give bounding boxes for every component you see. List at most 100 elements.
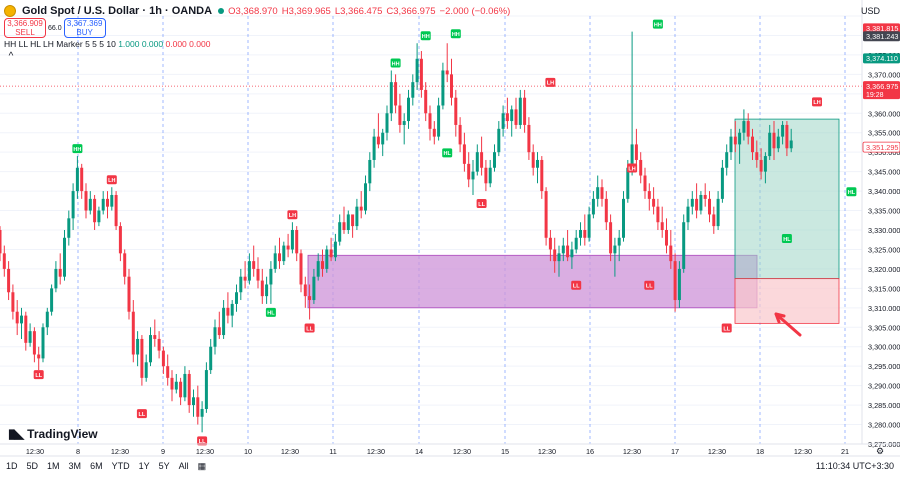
tf-all[interactable]: All bbox=[178, 461, 189, 471]
settings-gear-icon: ⚙ bbox=[876, 446, 884, 456]
currency-label[interactable]: USD bbox=[860, 6, 880, 16]
candle-body bbox=[647, 191, 651, 199]
candle-body bbox=[699, 194, 703, 211]
ohlc-high: H3,369.965 bbox=[281, 5, 331, 17]
y-tick-label: 3,305.000 bbox=[868, 323, 900, 332]
price-label-text: 3,374.110 bbox=[866, 54, 898, 63]
marker-ll bbox=[304, 323, 315, 333]
candle-body bbox=[93, 198, 97, 223]
candle-body bbox=[755, 152, 759, 160]
candle-body bbox=[204, 370, 208, 409]
y-tick-label: 3,280.000 bbox=[868, 421, 900, 430]
candle-body bbox=[703, 194, 707, 199]
marker-hh bbox=[72, 144, 83, 154]
candle-body bbox=[54, 268, 58, 289]
candle-body bbox=[639, 159, 643, 176]
candle-body bbox=[338, 222, 342, 242]
marker-label: HL bbox=[267, 311, 275, 317]
candle-body bbox=[63, 237, 66, 277]
candle-body bbox=[192, 397, 195, 406]
marker-label: HH bbox=[73, 147, 81, 153]
candle-body bbox=[179, 381, 183, 398]
candle-body bbox=[510, 109, 514, 122]
candle-body bbox=[7, 268, 11, 293]
marker-label: LH bbox=[628, 166, 635, 172]
candle-body bbox=[312, 276, 316, 301]
candle-body bbox=[587, 214, 591, 238]
x-tick-label: 18 bbox=[756, 447, 764, 456]
utc-clock[interactable]: 11:10:34 UTC+3:30 bbox=[815, 461, 894, 471]
candle-body bbox=[725, 152, 729, 168]
market-open-icon bbox=[218, 8, 225, 14]
marker-hl bbox=[442, 148, 453, 158]
marker-ll bbox=[571, 280, 582, 290]
candle-body bbox=[389, 82, 393, 114]
candle-body bbox=[686, 206, 690, 223]
marker-ll bbox=[476, 198, 487, 208]
tf-5d[interactable]: 5D bbox=[26, 461, 39, 471]
candle-body bbox=[385, 113, 389, 133]
candle-body bbox=[776, 136, 780, 149]
tf-6m[interactable]: 6M bbox=[90, 461, 103, 471]
candle-body bbox=[708, 198, 711, 215]
candle-body bbox=[428, 113, 432, 129]
candle-body bbox=[656, 206, 660, 223]
candle-body bbox=[660, 222, 664, 230]
x-tick-label: 10 bbox=[244, 447, 252, 456]
candle-body bbox=[144, 362, 148, 378]
y-tick-label: 3,325.000 bbox=[868, 245, 900, 254]
tf-1m[interactable]: 1M bbox=[47, 461, 60, 471]
sell-button[interactable]: 3,366.909 SELL bbox=[4, 18, 46, 38]
marker-label: LH bbox=[289, 213, 296, 219]
marker-label: LL bbox=[306, 326, 313, 332]
x-tick-label: 14 bbox=[415, 447, 423, 456]
tf-3m[interactable]: 3M bbox=[68, 461, 82, 471]
y-tick-label: 3,320.000 bbox=[868, 265, 900, 274]
y-tick-label: 3,315.000 bbox=[868, 284, 900, 293]
candle-body bbox=[574, 237, 578, 250]
candle-body bbox=[445, 70, 449, 75]
candle-body bbox=[720, 167, 724, 199]
candle-body bbox=[67, 218, 71, 238]
candle-body bbox=[346, 214, 350, 230]
candle-body bbox=[609, 222, 613, 254]
candle-body bbox=[394, 82, 398, 106]
tf-1d[interactable]: 1D bbox=[6, 461, 18, 471]
price-label-box bbox=[863, 31, 900, 42]
candle-body bbox=[15, 311, 19, 324]
marker-ll bbox=[197, 436, 208, 446]
marker-lh bbox=[812, 97, 822, 107]
candle-body bbox=[467, 163, 471, 180]
stop-zone bbox=[734, 278, 840, 324]
tf-1y[interactable]: 1Y bbox=[138, 461, 150, 471]
symbol-name[interactable]: Gold Spot / U.S. Dollar · 1h · OANDA bbox=[22, 5, 213, 17]
symbol-header: Gold Spot / U.S. Dollar · 1h · OANDA O3,… bbox=[4, 3, 510, 19]
indicator-legend[interactable]: HH LL HL LH Marker 5 5 5 10 1.000 0.000 … bbox=[4, 39, 210, 49]
candle-body bbox=[252, 261, 256, 269]
x-tick-label: 11 bbox=[329, 447, 337, 456]
buy-button[interactable]: 3,367.369 BUY bbox=[63, 18, 106, 38]
candle-body bbox=[604, 198, 608, 223]
candle-body bbox=[355, 206, 359, 227]
candle-body bbox=[548, 237, 552, 250]
tf-ytd[interactable]: YTD bbox=[111, 461, 130, 471]
x-tick-label: 12:30 bbox=[794, 447, 812, 456]
price-label-box bbox=[863, 81, 900, 100]
candle-body bbox=[600, 187, 604, 199]
price-label-text: 3,366.975 bbox=[866, 82, 898, 91]
tf-5y[interactable]: 5Y bbox=[158, 461, 170, 471]
buy-price: 3,367.369 bbox=[66, 19, 103, 28]
candle-body bbox=[217, 327, 221, 336]
calendar-icon[interactable]: ▦ bbox=[197, 461, 207, 471]
collapse-legend-icon[interactable]: ^ bbox=[8, 51, 14, 62]
candle-body bbox=[265, 284, 269, 297]
y-tick-label: 3,370.000 bbox=[868, 70, 900, 79]
countdown-label: 19:28 bbox=[866, 92, 884, 99]
marker-hl bbox=[846, 187, 857, 197]
indicator-name: HH LL HL LH Marker 5 5 5 10 bbox=[4, 39, 116, 49]
candle-body bbox=[652, 198, 656, 207]
candle-body bbox=[763, 156, 767, 172]
candle-body bbox=[570, 249, 574, 258]
x-tick-label: 12:30 bbox=[196, 447, 214, 456]
